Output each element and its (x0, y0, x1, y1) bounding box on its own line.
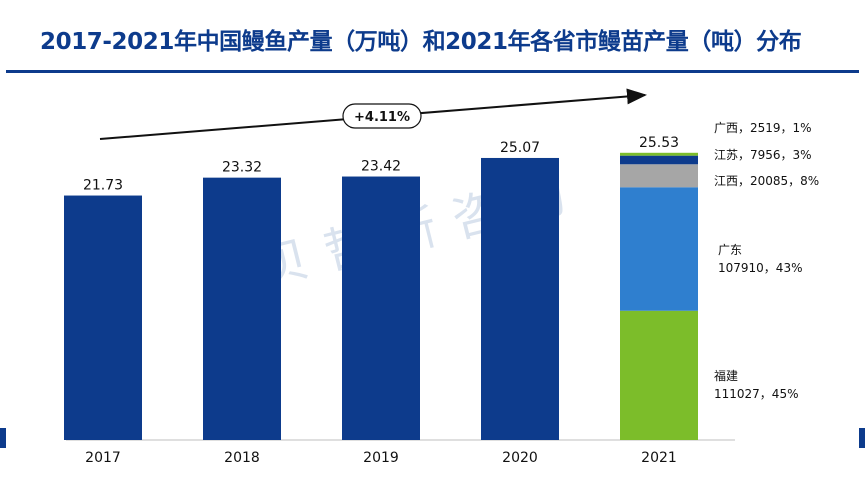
frame-corner-left (0, 428, 6, 448)
bar-2021-segment-7956 (620, 155, 698, 165)
value-label-2019: 23.42 (361, 159, 401, 175)
bar-2017 (64, 195, 142, 440)
x-tick-2021: 2021 (641, 450, 677, 466)
callout-fujian-detail: 111027，45% (714, 387, 799, 401)
bar-2021-segment-2519 (620, 152, 698, 156)
bar-2021-segment-107910 (620, 187, 698, 311)
value-label-2018: 23.32 (222, 160, 262, 176)
callout-guangdong: 广东 107910，43% (718, 241, 802, 277)
x-tick-2018: 2018 (224, 450, 260, 466)
callout-guangxi: 广西，2519，1% (714, 121, 812, 135)
chart-title: 2017-2021年中国鳗鱼产量（万吨）和2021年各省市鳗苗产量（吨）分布 (40, 29, 802, 55)
callout-guangdong-detail: 107910，43% (718, 261, 803, 275)
growth-label: +4.11% (354, 110, 410, 125)
x-tick-2017: 2017 (85, 450, 121, 466)
bar-2018 (203, 177, 281, 440)
x-tick-2019: 2019 (363, 450, 399, 466)
value-label-2017: 21.73 (83, 178, 123, 194)
callout-guangdong-name: 广东 (718, 243, 743, 257)
bar-2021-segment-111027 (620, 310, 698, 440)
title-underline (6, 70, 859, 73)
growth-badge (342, 103, 422, 129)
bar-2019 (342, 176, 420, 440)
value-label-2021: 25.53 (639, 135, 679, 151)
callout-fujian: 福建 111027，45% (714, 367, 798, 403)
x-tick-2020: 2020 (502, 450, 538, 466)
callout-jiangsu: 江苏，7956，3% (714, 148, 812, 162)
callout-fujian-name: 福建 (714, 369, 739, 383)
value-label-2020: 25.07 (500, 140, 540, 156)
callout-jiangxi: 江西，20085，8% (714, 174, 820, 188)
frame-corner-right (859, 428, 865, 448)
bar-2021-segment-20085 (620, 164, 698, 188)
bar-2020 (481, 157, 559, 440)
